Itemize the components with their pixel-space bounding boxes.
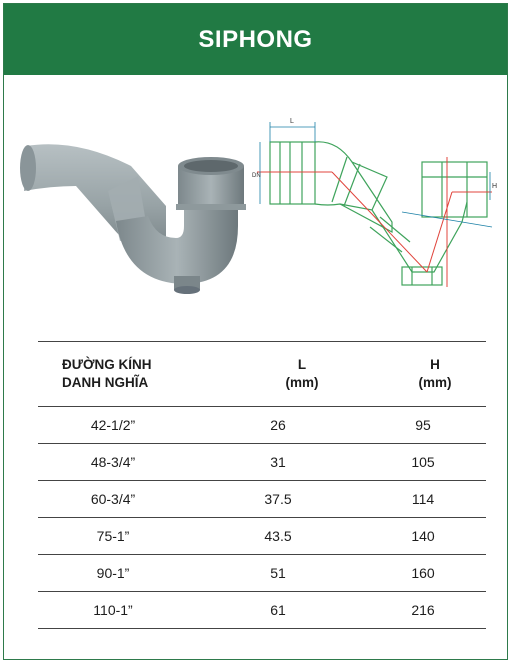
cell-l: 26: [270, 417, 286, 433]
spec-table: ĐƯỜNG KÍNH DANH NGHĨA L (mm) H (mm) 42-1…: [38, 341, 486, 629]
table-row: 48-3/4” 31 105: [38, 444, 486, 481]
table-row: 110-1” 61 216: [38, 592, 486, 629]
cell-diameter: 42-1/2”: [90, 417, 136, 433]
header-l: L (mm): [285, 357, 319, 390]
cell-h: 160: [411, 565, 435, 581]
cell-h: 140: [411, 528, 435, 544]
cell-h: 95: [415, 417, 431, 433]
cell-diameter: 90-1”: [96, 565, 130, 581]
cell-l: 61: [270, 602, 286, 618]
siphon-technical-drawing: L DN H: [252, 118, 497, 287]
table-row: 75-1” 43.5 140: [38, 518, 486, 555]
table-row: 90-1” 51 160: [38, 555, 486, 592]
siphon-photo: [20, 144, 246, 294]
cell-diameter: 60-3/4”: [90, 491, 136, 507]
table-row: 60-3/4” 37.5 114: [38, 481, 486, 518]
product-images: L DN H: [4, 94, 507, 304]
cell-h: 114: [411, 491, 435, 507]
cell-l: 43.5: [264, 528, 292, 544]
header-bar: SIPHONG: [4, 4, 507, 75]
dim-label-h: H: [492, 183, 497, 190]
cell-diameter: 110-1”: [93, 602, 133, 618]
header-diameter: ĐƯỜNG KÍNH DANH NGHĨA: [62, 357, 152, 390]
cell-h: 216: [411, 602, 435, 618]
product-card: SIPHONG: [3, 3, 508, 660]
cell-l: 51: [270, 565, 286, 581]
table-row: 42-1/2” 26 95: [38, 407, 486, 444]
dim-label-dn: DN: [252, 173, 261, 179]
header-h: H (mm): [418, 357, 452, 390]
cell-l: 31: [270, 454, 286, 470]
table-header-row: ĐƯỜNG KÍNH DANH NGHĨA L (mm) H (mm): [38, 342, 486, 407]
cell-diameter: 48-3/4”: [90, 454, 136, 470]
cell-diameter: 75-1”: [96, 528, 130, 544]
cell-h: 105: [411, 454, 435, 470]
cell-l: 37.5: [264, 491, 292, 507]
page-title: SIPHONG: [198, 25, 313, 53]
dim-label-l: L: [290, 118, 294, 125]
